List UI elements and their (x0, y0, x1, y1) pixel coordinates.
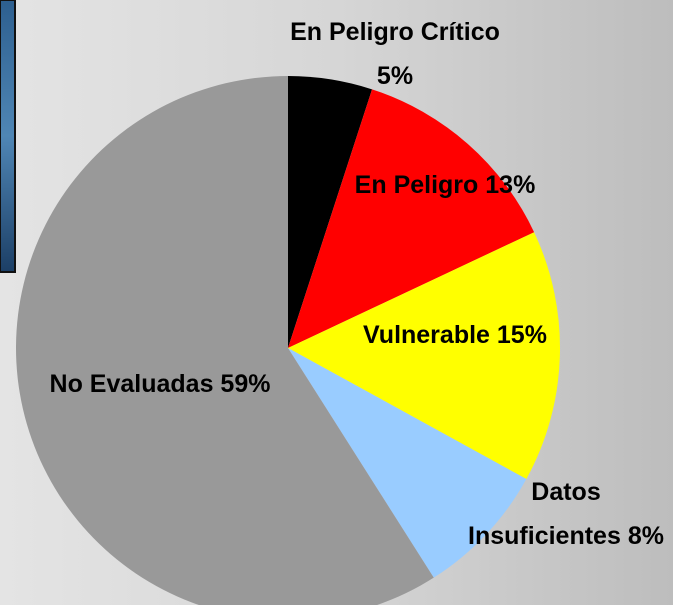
slide: En Peligro Crítico 5% En Peligro 13% Vulne… (0, 0, 673, 605)
slice-label: Vulnerable 15% (355, 313, 555, 357)
ocean-photo (0, 0, 15, 272)
value-label: 5% (377, 62, 413, 90)
slice-label: En Peligro 13% (345, 163, 545, 207)
category-label: Vulnerable (363, 321, 490, 349)
category-label: No Evaluadas (50, 370, 214, 398)
value-label: 59% (220, 370, 270, 398)
value-label: 8% (628, 522, 664, 550)
slice-label: En Peligro Crítico 5% (285, 10, 505, 98)
slice-label: No Evaluadas 59% (35, 362, 285, 406)
category-label: Datos Insuficientes (468, 478, 621, 550)
category-label: En Peligro (355, 171, 479, 199)
value-label: 15% (497, 321, 547, 349)
value-label: 13% (485, 171, 535, 199)
category-label: En Peligro Crítico (290, 18, 500, 46)
slice-label: Datos Insuficientes 8% (461, 470, 671, 558)
